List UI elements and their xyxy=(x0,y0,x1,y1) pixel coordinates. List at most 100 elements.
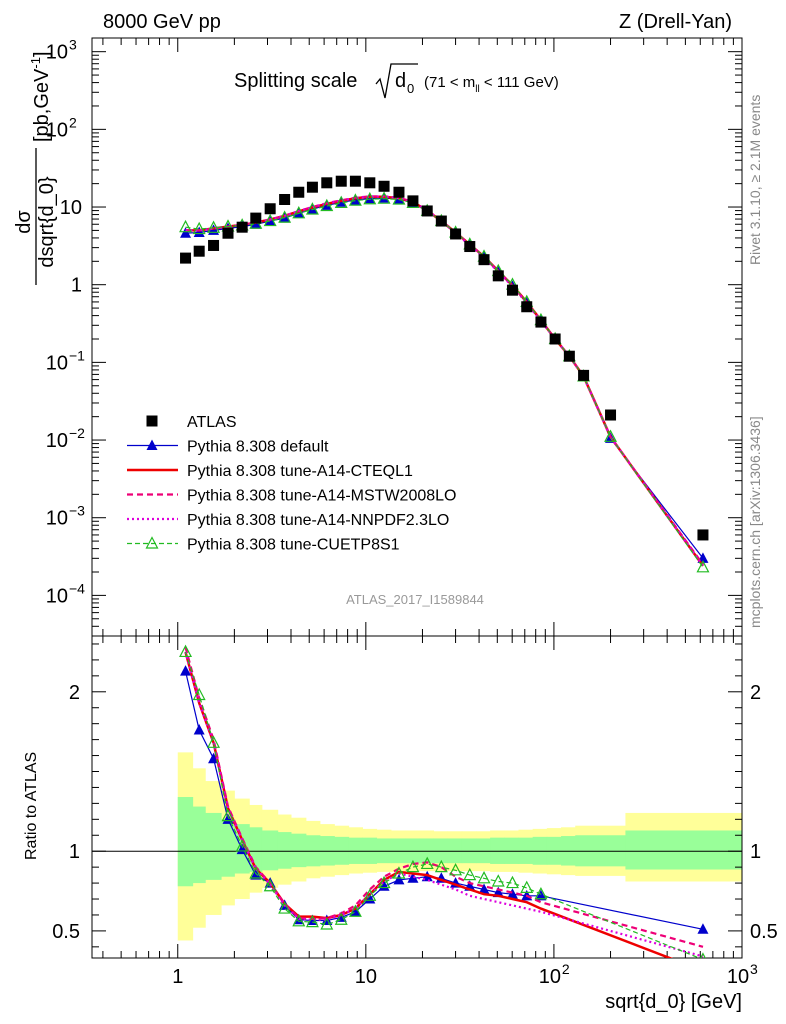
main-point-atlas xyxy=(464,241,476,253)
ratio-point-pythia-8-308-tune-cuetp8s1 xyxy=(192,687,206,701)
title-sqrt-sub: 0 xyxy=(407,81,414,96)
main-point-pythia-8-308-default xyxy=(180,227,192,238)
ratio-point-pythia-8-308-tune-cuetp8s1 xyxy=(320,917,334,930)
main-point-atlas xyxy=(264,203,276,215)
x-tick-label: 1 xyxy=(172,966,183,988)
y-tick-label-ratio-right: 2 xyxy=(750,682,761,704)
x-tick-label: 10 xyxy=(355,966,377,988)
ylabel-unit-a: [pb,GeV xyxy=(31,68,53,142)
y-tick-label-ratio-right: 0.5 xyxy=(750,921,778,943)
main-point-atlas xyxy=(697,529,709,541)
mcplots-label: mcplots.cern.ch [arXiv:1306.3436] xyxy=(747,416,763,628)
sqrt-sign xyxy=(375,63,418,99)
legend-label-pythia-8-308-tune-a14-cteql1: Pythia 8.308 tune-A14-CTEQL1 xyxy=(187,463,413,480)
main-point-atlas xyxy=(378,180,390,192)
y-tick-label-main-exp: 3 xyxy=(69,37,77,53)
main-point-pythia-8-308-tune-cuetp8s1 xyxy=(292,206,306,219)
ratio-axes: 0.5 0.51 12 21 10 10 2 10 3 xyxy=(52,636,778,988)
legend: ATLAS Pythia 8.308 default Pythia 8.308 tu… xyxy=(127,414,456,554)
y-tick-label-main-base: 10 xyxy=(46,352,68,374)
ylabel-num: dσ xyxy=(13,210,35,234)
y-tick-label-main-base: 10 xyxy=(46,430,68,452)
x-tick-label-base: 10 xyxy=(355,966,377,988)
legend-label-pythia-8-308-default: Pythia 8.308 default xyxy=(187,439,329,456)
y-tick-label-main-exp: −4 xyxy=(69,580,85,596)
stat-band-bin xyxy=(277,832,292,869)
ratio-line-pythia-8-308-default xyxy=(184,670,704,930)
main-point-atlas xyxy=(421,205,433,217)
ratio-point-pythia-8-308-tune-cuetp8s1 xyxy=(305,914,319,928)
rivet-label: Rivet 3.1.10, ≥ 2.1M events xyxy=(747,95,763,265)
ratio-point-pythia-8-308-tune-cuetp8s1 xyxy=(179,644,193,658)
y-tick-label-main: 10 3 xyxy=(46,37,77,64)
main-point-pythia-8-308-tune-cuetp8s1 xyxy=(604,429,618,442)
main-point-atlas xyxy=(279,193,291,205)
y-tick-label-main: 10 xyxy=(60,197,82,219)
main-point-pythia-8-308-tune-cuetp8s1 xyxy=(305,202,319,215)
analysis-watermark: ATLAS_2017_I1589844 xyxy=(346,592,484,607)
main-point-atlas xyxy=(250,212,262,224)
ratio-point-pythia-8-308-tune-cuetp8s1 xyxy=(406,859,420,873)
main-point-atlas xyxy=(208,239,220,251)
y-tick-label-ratio: 2 xyxy=(69,682,80,704)
main-line-pythia-8-308-tune-a14-nnpdf2-3lo xyxy=(185,195,704,567)
main-point-pythia-8-308-tune-cuetp8s1 xyxy=(192,221,206,235)
stat-band-bin xyxy=(625,830,742,870)
stat-band-bin xyxy=(205,812,222,880)
y-tick-label-main: 10 −3 xyxy=(46,503,85,530)
stat-band-bin xyxy=(290,833,307,868)
uncertainty-bands xyxy=(177,752,742,941)
y-tick-label-ratio-right: 1 xyxy=(750,841,761,863)
ratio-point-pythia-8-308-tune-cuetp8s1 xyxy=(534,886,548,900)
y-tick-label-main-base: 10 xyxy=(46,42,68,64)
x-tick-label-exp: 2 xyxy=(562,961,570,977)
ratio-point-pythia-8-308-default xyxy=(478,883,490,894)
main-ylabel: dσ dsqrt{d_0} [pb,GeV-1] xyxy=(13,51,58,285)
ratio-point-pythia-8-308-tune-cuetp8s1 xyxy=(263,878,277,892)
ratio-point-pythia-8-308-tune-cuetp8s1 xyxy=(477,871,491,884)
stat-band-bin xyxy=(221,819,235,877)
stat-band-bin xyxy=(261,830,279,871)
main-point-atlas xyxy=(549,333,561,345)
ratio-line-pythia-8-308-tune-a14-mstw2008lo xyxy=(184,646,704,948)
ylabel-unit: [pb,GeV-1] xyxy=(28,51,53,142)
main-point-atlas xyxy=(578,369,590,381)
main-point-pythia-8-308-tune-cuetp8s1 xyxy=(179,219,193,233)
y-tick-label-main: 10 −1 xyxy=(46,347,85,374)
stat-band-bin xyxy=(192,806,206,884)
ratio-panel-frame xyxy=(91,635,743,959)
xlabel: sqrt{d_0} [GeV] xyxy=(605,991,742,1013)
main-point-atlas xyxy=(335,175,347,187)
main-point-pythia-8-308-default xyxy=(193,226,205,237)
ratio-point-pythia-8-308-tune-cuetp8s1 xyxy=(207,735,221,748)
ratio-line-pythia-8-308-tune-a14-nnpdf2-3lo xyxy=(184,651,704,958)
y-tick-label-main: 1 xyxy=(71,275,82,297)
y-tick-label-main-exp: 2 xyxy=(69,114,77,130)
main-point-atlas xyxy=(393,186,405,198)
ratio-point-pythia-8-308-tune-cuetp8s1 xyxy=(235,839,249,852)
ratio-point-pythia-8-308-tune-cuetp8s1 xyxy=(363,888,377,901)
ratio-point-pythia-8-308-tune-cuetp8s1 xyxy=(449,863,463,876)
y-tick-label-main-exp: −1 xyxy=(69,347,85,363)
main-point-pythia-8-308-tune-cuetp8s1 xyxy=(392,192,406,205)
y-tick-label-main-base: 1 xyxy=(71,275,82,297)
main-point-pythia-8-308-tune-cuetp8s1 xyxy=(696,559,710,573)
ylabel-unit-sup: -1 xyxy=(28,57,43,69)
y-tick-label-main-exp: −3 xyxy=(69,503,85,519)
main-point-atlas xyxy=(321,177,333,189)
y-tick-label-ratio: 1 xyxy=(69,841,80,863)
ratio-series xyxy=(179,644,709,958)
ratio-point-pythia-8-308-tune-cuetp8s1 xyxy=(505,875,519,889)
ratio-point-pythia-8-308-tune-cuetp8s1 xyxy=(463,867,477,881)
title-range-sub: ll xyxy=(475,84,479,95)
main-point-pythia-8-308-tune-cuetp8s1 xyxy=(278,210,292,223)
main-point-pythia-8-308-tune-cuetp8s1 xyxy=(377,191,391,204)
y-tick-label-main-exp: −2 xyxy=(69,425,85,441)
main-point-atlas xyxy=(306,181,318,193)
main-line-pythia-8-308-tune-a14-cteql1 xyxy=(185,195,705,567)
main-point-pythia-8-308-tune-cuetp8s1 xyxy=(320,198,334,212)
main-point-atlas xyxy=(349,175,361,187)
legend-marker-pythia-8-308-default xyxy=(146,439,158,450)
legend-label-atlas: ATLAS xyxy=(187,414,237,431)
